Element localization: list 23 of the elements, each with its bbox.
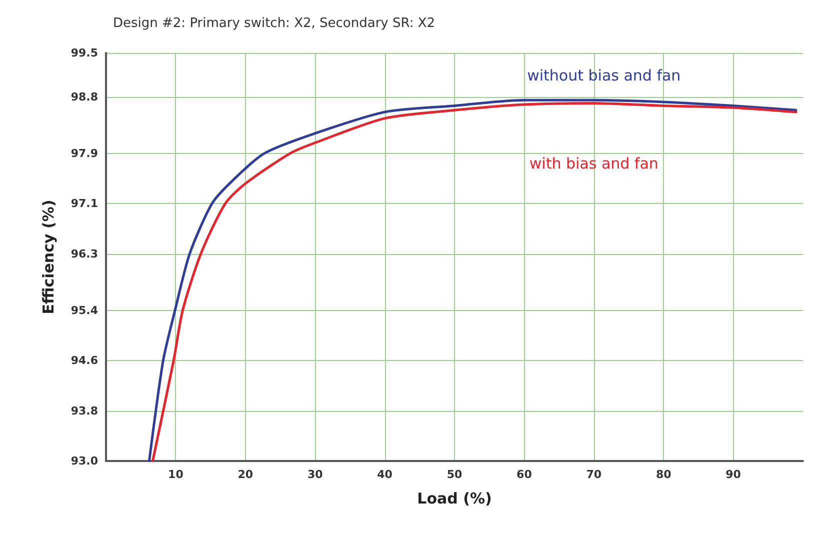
x-tick-label: 20 (238, 468, 254, 481)
y-tick-label: 94.6 (70, 354, 98, 368)
x-tick-label: 50 (446, 468, 462, 481)
x-tick-label: 90 (726, 468, 742, 481)
x-axis-title: Load (%) (417, 490, 492, 508)
x-tick-label: 70 (586, 468, 602, 481)
y-tick-label: 97.9 (70, 146, 98, 160)
y-axis-title: Efficiency (%) (40, 200, 58, 314)
y-tick-label: 95.4 (70, 304, 98, 317)
y-tick-label: 93.8 (70, 404, 98, 418)
chart-title: Design #2: Primary switch: X2, Secondary SR: X2 (113, 16, 436, 31)
x-tick-label: 80 (656, 468, 672, 481)
y-tick-label: 98.8 (70, 90, 98, 104)
x-tick-label: 10 (168, 468, 184, 481)
y-tick-label: 99.5 (70, 46, 98, 60)
text: with bias and fan (529, 154, 658, 173)
x-tick-label: 40 (377, 468, 393, 481)
y-tick-label: 96.3 (70, 247, 98, 260)
y-tick-label: 97.1 (70, 197, 98, 210)
x-tick-label: 60 (516, 468, 532, 481)
y-tick-label: 93.0 (70, 454, 98, 468)
series-label: without bias and fan (527, 66, 681, 85)
x-tick-label: 30 (307, 468, 324, 481)
